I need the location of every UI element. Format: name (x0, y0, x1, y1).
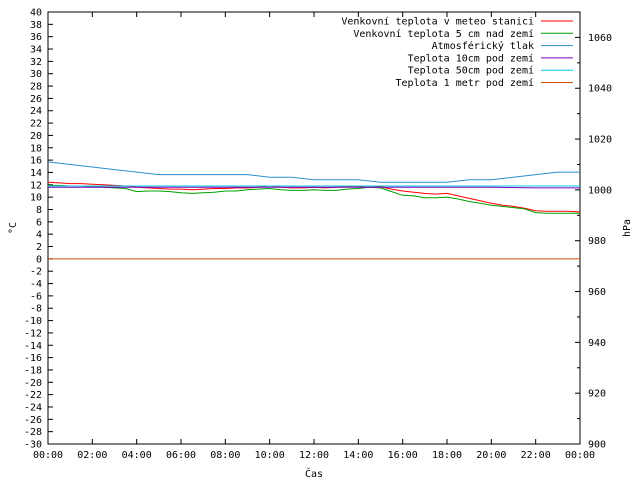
y2-tick-label: 980 (588, 236, 606, 247)
y-tick-label: -26 (24, 415, 42, 426)
y-tick-label: 32 (30, 57, 42, 68)
x-tick-label: 00:00 (565, 450, 595, 461)
series-line-4 (48, 186, 580, 189)
x-tick-label: 10:00 (255, 450, 285, 461)
y2-tick-label: 960 (588, 287, 606, 298)
y-tick-label: -18 (24, 365, 42, 376)
y-axis-label: °C (8, 222, 19, 234)
y-tick-label: -16 (24, 353, 42, 364)
y-tick-label: 26 (30, 94, 42, 105)
x-tick-label: 04:00 (122, 450, 152, 461)
y2-axis-label: hPa (622, 219, 633, 237)
y-tick-label: 0 (36, 254, 42, 265)
y-tick-label: 14 (30, 168, 42, 179)
y-tick-label: -6 (30, 291, 42, 302)
x-tick-label: 02:00 (77, 450, 107, 461)
y2-tick-label: 920 (588, 389, 606, 400)
y-tick-label: 24 (30, 106, 42, 117)
series-line-2 (48, 184, 580, 214)
y-tick-label: 6 (36, 217, 42, 228)
y-tick-label: 4 (36, 230, 42, 241)
legend: Venkovní teplota v meteo staniciVenkovní… (341, 16, 573, 89)
legend-label: Venkovní teplota 5 cm nad zemí (353, 28, 534, 40)
y-tick-label: -2 (30, 267, 42, 278)
y2-tick-label: 1020 (588, 135, 612, 146)
y-tick-label: -28 (24, 427, 42, 438)
y-tick-label: -12 (24, 328, 42, 339)
y-tick-label: 8 (36, 205, 42, 216)
y2-tick-label: 900 (588, 440, 606, 451)
y-tick-label: 18 (30, 143, 42, 154)
y-tick-label: -4 (30, 279, 42, 290)
legend-label: Teplota 50cm pod zemí (408, 65, 534, 77)
y-tick-label: 22 (30, 119, 42, 130)
y-tick-label: 36 (30, 32, 42, 43)
y-tick-label: 40 (30, 8, 42, 19)
y-tick-label: -10 (24, 316, 42, 327)
x-tick-label: 00:00 (33, 450, 63, 461)
series-line-3 (47, 161, 580, 183)
x-tick-label: 06:00 (166, 450, 196, 461)
y-tick-label: -20 (24, 378, 42, 389)
legend-label: Atmosférický tlak (432, 40, 534, 52)
y-tick-label: 10 (30, 193, 42, 204)
ticks-layer: 00:00 02:00 04:00 06:00 08:00 10:00 12:00 14:00… (24, 8, 612, 462)
x-tick-label: 12:00 (299, 450, 329, 461)
y2-tick-label: 1000 (588, 185, 612, 196)
x-axis-label: Čas (305, 467, 323, 480)
y-tick-label: 2 (36, 242, 42, 253)
y-tick-label: 28 (30, 82, 42, 93)
y-tick-label: -22 (24, 390, 42, 401)
y-tick-label: 12 (30, 180, 42, 191)
legend-label: Venkovní teplota v meteo stanici (341, 16, 534, 28)
y-tick-label: 20 (30, 131, 42, 142)
x-tick-label: 08:00 (210, 450, 240, 461)
legend-label: Teplota 10cm pod zemí (408, 52, 534, 64)
y2-tick-label: 1060 (588, 33, 612, 44)
x-tick-label: 20:00 (476, 450, 506, 461)
y2-tick-label: 940 (588, 338, 606, 349)
x-tick-label: 22:00 (521, 450, 551, 461)
y-tick-label: 16 (30, 156, 42, 167)
y2-tick-label: 1040 (588, 84, 612, 95)
y-tick-label: 38 (30, 20, 42, 31)
legend-label: Teplota 1 metr pod zemí (396, 77, 534, 89)
x-tick-label: 18:00 (432, 450, 462, 461)
series-layer (47, 161, 581, 260)
x-tick-label: 14:00 (343, 450, 373, 461)
y-tick-label: -8 (30, 304, 42, 315)
y-tick-label: -24 (24, 402, 42, 413)
x-tick-label: 16:00 (388, 450, 418, 461)
y-tick-label: 30 (30, 69, 42, 80)
y-tick-label: -14 (24, 341, 42, 352)
y-tick-label: -30 (24, 440, 42, 451)
y-tick-label: 34 (30, 45, 42, 56)
